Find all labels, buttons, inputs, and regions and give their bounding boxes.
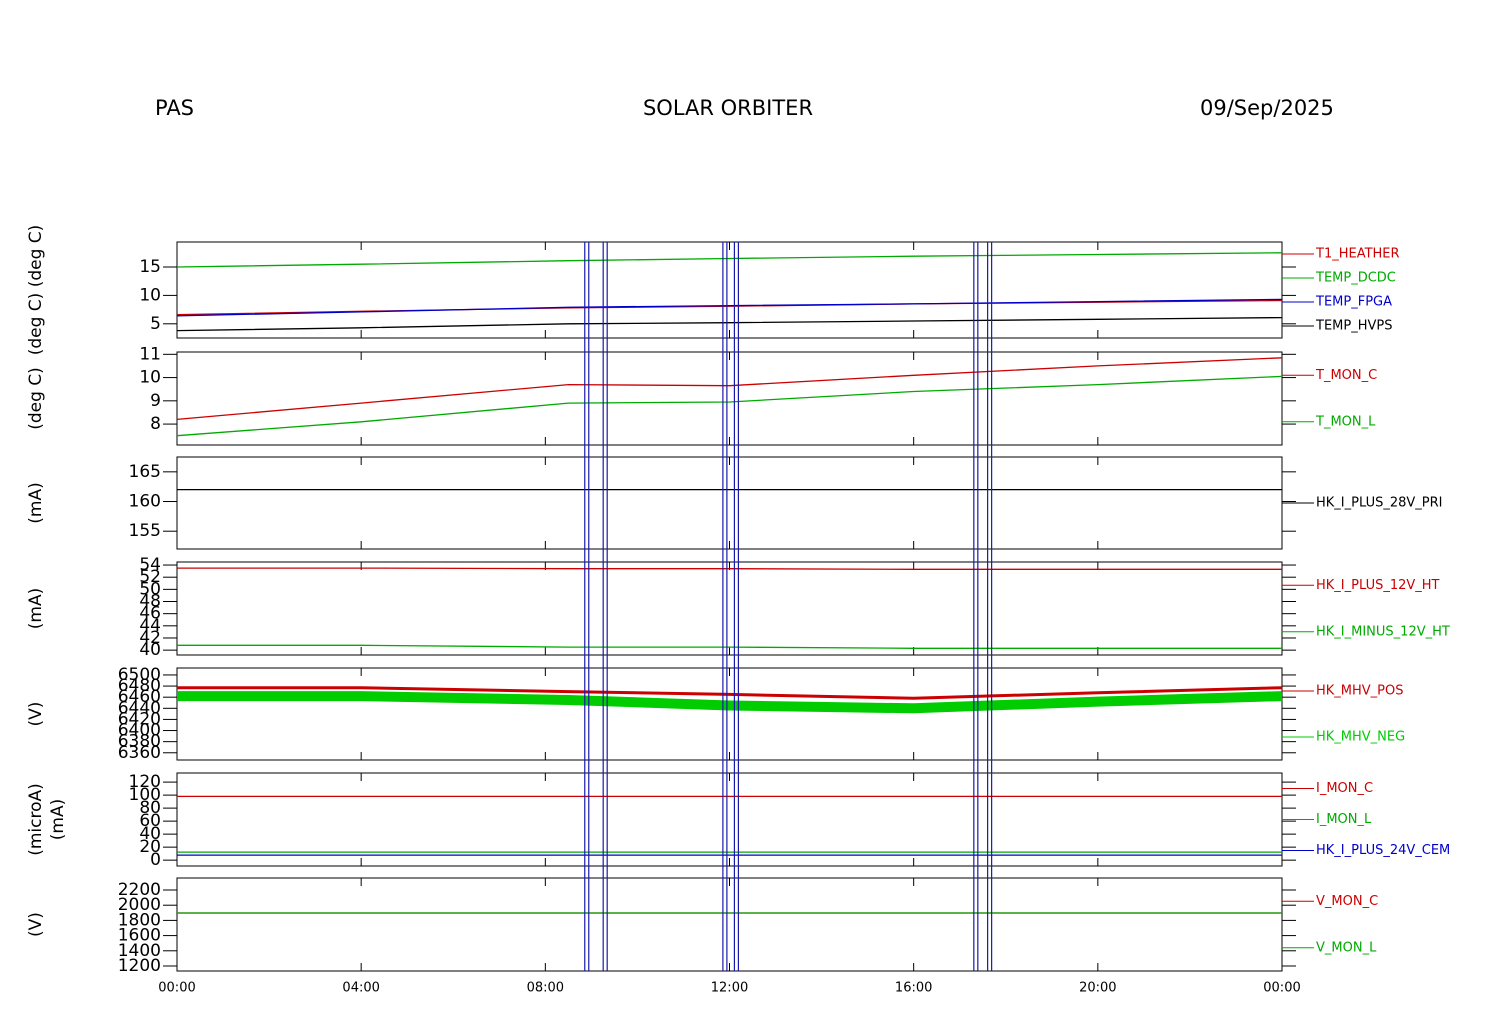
- legend-label: HK_I_PLUS_12V_HT: [1316, 578, 1440, 593]
- y-axis-label: (deg C) (deg C): [26, 225, 46, 356]
- y-tick-label: 6460: [118, 687, 161, 707]
- legend-label: I_MON_C: [1316, 781, 1373, 796]
- y-axis-label: (microA): [26, 783, 46, 856]
- y-tick-label: 0: [150, 850, 161, 870]
- y-tick-label: 6400: [118, 721, 161, 741]
- y-tick-label: 80: [139, 798, 161, 818]
- y-tick-label: 100: [129, 785, 161, 805]
- y-tick-label: 44: [139, 616, 161, 636]
- x-tick-label: 00:00: [158, 981, 195, 996]
- y-tick-label: 42: [139, 628, 161, 648]
- legend-label: TEMP_HVPS: [1315, 319, 1392, 334]
- legend-label: HK_I_MINUS_12V_HT: [1316, 624, 1450, 639]
- y-tick-label: 52: [139, 567, 161, 587]
- legend-label: V_MON_L: [1316, 940, 1377, 955]
- x-tick-label: 12:00: [711, 981, 748, 996]
- legend-label: T1_HEATHER: [1315, 247, 1400, 262]
- x-tick-label: 00:00: [1263, 981, 1300, 996]
- y-tick-label: 1600: [118, 926, 161, 946]
- x-tick-label: 20:00: [1079, 981, 1116, 996]
- y-tick-label: 40: [139, 640, 161, 660]
- y-axis-label: (mA): [26, 482, 46, 523]
- y-tick-label: 1800: [118, 910, 161, 930]
- series-line: [176, 298, 1283, 317]
- series-line: [176, 357, 1283, 421]
- series-line: [177, 567, 1282, 570]
- series-line: [176, 375, 1283, 437]
- legend-label: HK_I_PLUS_24V_CEM: [1316, 843, 1450, 858]
- y-tick-label: 10: [139, 285, 161, 305]
- legend-label: HK_I_PLUS_28V_PRI: [1316, 496, 1442, 511]
- y-tick-label: 155: [129, 521, 161, 541]
- y-tick-label: 5: [150, 314, 161, 334]
- y-tick-label: 120: [129, 772, 161, 792]
- legend-label: TEMP_FPGA: [1315, 295, 1392, 310]
- legend-label: HK_MHV_NEG: [1316, 730, 1405, 745]
- y-tick-label: 40: [139, 824, 161, 844]
- y-tick-label: 6420: [118, 709, 161, 729]
- legend-label: V_MON_C: [1316, 894, 1378, 909]
- legend-label: T_MON_C: [1315, 368, 1377, 383]
- y-axis-label: (mA): [48, 799, 68, 840]
- header-left: PAS: [155, 96, 194, 120]
- legend-label: TEMP_DCDC: [1315, 271, 1396, 286]
- x-tick-label: 04:00: [342, 981, 379, 996]
- y-tick-label: 15: [139, 257, 161, 277]
- x-tick-label: 08:00: [527, 981, 564, 996]
- series-line: [176, 316, 1283, 332]
- series-line: [177, 644, 1282, 649]
- y-tick-label: 50: [139, 579, 161, 599]
- y-axis-label: (V): [26, 702, 46, 727]
- y-tick-label: 10: [139, 368, 161, 388]
- y-tick-label: 6500: [118, 665, 161, 685]
- header-center: SOLAR ORBITER: [643, 96, 813, 120]
- y-tick-label: 165: [129, 462, 161, 482]
- y-axis-label: (V): [26, 912, 46, 937]
- x-tick-label: 16:00: [895, 981, 932, 996]
- y-axis-label: (deg C): [26, 367, 46, 430]
- series-line: [176, 252, 1283, 268]
- series-line: [177, 686, 1283, 700]
- legend-label: I_MON_L: [1316, 812, 1372, 827]
- series-line: [177, 691, 1283, 714]
- y-tick-label: 160: [129, 492, 161, 512]
- y-tick-label: 60: [139, 811, 161, 831]
- y-tick-label: 6360: [118, 743, 161, 763]
- y-tick-label: 11: [139, 344, 161, 364]
- y-tick-label: 2200: [118, 880, 161, 900]
- y-axis-label: (mA): [26, 588, 46, 629]
- y-tick-label: 8: [150, 414, 161, 434]
- y-tick-label: 6380: [118, 732, 161, 752]
- y-tick-label: 1200: [118, 956, 161, 976]
- y-tick-label: 6440: [118, 698, 161, 718]
- y-tick-label: 1400: [118, 941, 161, 961]
- legend-label: HK_MHV_POS: [1316, 684, 1404, 699]
- y-tick-label: 48: [139, 592, 161, 612]
- y-tick-label: 54: [139, 555, 161, 575]
- header-right: 09/Sep/2025: [1200, 96, 1334, 120]
- y-tick-label: 20: [139, 837, 161, 857]
- y-tick-label: 2000: [118, 895, 161, 915]
- legend-label: T_MON_L: [1315, 414, 1376, 429]
- y-tick-label: 6480: [118, 676, 161, 696]
- y-tick-label: 9: [150, 391, 161, 411]
- y-tick-label: 46: [139, 604, 161, 624]
